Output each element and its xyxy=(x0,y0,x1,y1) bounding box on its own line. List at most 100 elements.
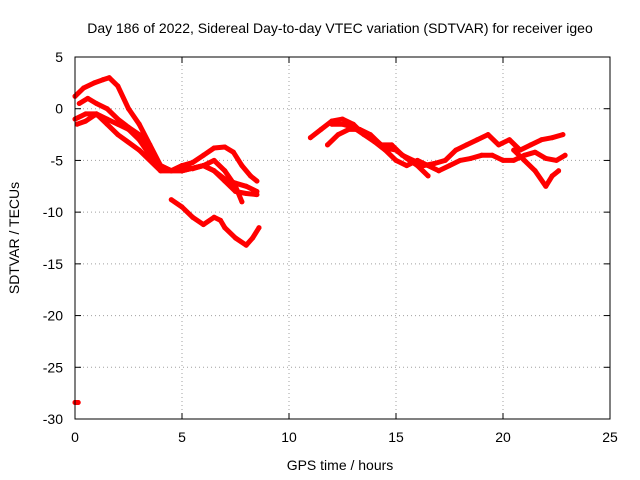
data-point xyxy=(496,142,502,148)
data-point xyxy=(239,163,245,169)
data-point xyxy=(222,225,228,231)
x-tick-label: 10 xyxy=(281,429,297,445)
data-point xyxy=(158,168,164,174)
data-point xyxy=(447,163,452,169)
data-point xyxy=(464,142,470,148)
data-point xyxy=(554,157,559,163)
data-point xyxy=(91,80,97,86)
data-point xyxy=(543,155,549,161)
data-point xyxy=(233,183,238,189)
data-point xyxy=(539,137,544,143)
y-axis-label: SDTVAR / TECUs xyxy=(6,182,22,294)
data-point xyxy=(325,142,330,148)
data-point xyxy=(372,139,378,145)
data-point xyxy=(243,191,249,196)
data-point xyxy=(511,147,517,153)
data-point xyxy=(307,135,313,141)
data-point xyxy=(81,85,87,91)
chart-title: Day 186 of 2022, Sidereal Day-to-day VTE… xyxy=(87,20,593,36)
data-point xyxy=(136,147,142,153)
data-point xyxy=(250,235,256,241)
data-point xyxy=(248,173,253,179)
data-point xyxy=(211,214,217,220)
data-point xyxy=(243,183,249,189)
data-point xyxy=(75,400,81,405)
data-point xyxy=(136,121,142,127)
data-point xyxy=(457,157,463,163)
data-point xyxy=(436,168,442,174)
data-point xyxy=(489,152,495,158)
data-point xyxy=(254,192,260,198)
data-point xyxy=(414,157,420,163)
data-point xyxy=(500,157,506,163)
data-point xyxy=(179,168,185,174)
data-point xyxy=(350,124,356,130)
y-tick-label: -5 xyxy=(51,152,64,168)
data-point xyxy=(222,178,228,184)
data-point xyxy=(485,132,491,138)
data-point xyxy=(340,116,345,122)
x-axis-label: GPS time / hours xyxy=(287,457,394,473)
data-point xyxy=(200,152,206,158)
data-point xyxy=(329,121,335,127)
data-point xyxy=(222,168,228,174)
data-point xyxy=(126,126,131,132)
data-point xyxy=(425,173,431,179)
data-point xyxy=(83,118,89,124)
y-tick-label: -25 xyxy=(43,359,63,375)
data-point xyxy=(115,121,121,127)
data-point xyxy=(361,132,367,138)
data-point xyxy=(560,132,566,138)
data-point xyxy=(335,132,341,138)
grid xyxy=(75,57,610,419)
y-tick-label: -30 xyxy=(43,411,63,427)
data-point xyxy=(233,235,238,241)
data-point xyxy=(562,152,568,158)
data-point xyxy=(239,199,245,205)
data-point xyxy=(115,116,121,122)
data-point xyxy=(468,155,474,161)
data-point xyxy=(453,147,459,153)
data-point xyxy=(318,126,324,132)
x-tick-label: 20 xyxy=(495,429,511,445)
data-point xyxy=(432,161,437,166)
data-point xyxy=(474,137,480,143)
data-point xyxy=(200,163,206,169)
x-tick-label: 0 xyxy=(71,429,79,445)
data-point xyxy=(256,225,262,231)
x-tick-label: 15 xyxy=(388,429,404,445)
data-point xyxy=(126,106,131,112)
data-point xyxy=(549,135,555,141)
y-tick-label: 5 xyxy=(55,49,63,65)
data-point xyxy=(218,217,223,223)
data-point xyxy=(211,145,217,151)
data-point xyxy=(93,101,99,106)
data-point xyxy=(74,121,80,127)
ticks: 0 5 10 15 20 25 5 0 -5 -10 -15 -20 -25 -30 xyxy=(43,49,618,445)
data-point xyxy=(222,144,228,150)
data-point xyxy=(340,121,345,127)
data-point xyxy=(521,157,527,163)
data-point xyxy=(517,147,523,153)
data-point xyxy=(106,75,112,81)
data-point xyxy=(179,163,185,169)
data-point xyxy=(83,111,89,117)
data-point xyxy=(511,157,517,163)
data-point xyxy=(104,106,110,112)
data-point xyxy=(115,83,121,89)
x-tick-label: 5 xyxy=(178,429,186,445)
data-point xyxy=(168,197,174,203)
y-tick-label: -15 xyxy=(43,256,63,272)
data-point xyxy=(532,168,538,174)
data-point xyxy=(528,142,534,148)
y-tick-label: 0 xyxy=(55,101,63,117)
data-point xyxy=(104,121,110,127)
data-point xyxy=(404,163,410,169)
data-point xyxy=(211,157,217,163)
data-point xyxy=(556,168,562,174)
y-tick-label: -20 xyxy=(43,308,63,324)
data-point xyxy=(243,242,249,248)
data-point xyxy=(136,137,142,143)
